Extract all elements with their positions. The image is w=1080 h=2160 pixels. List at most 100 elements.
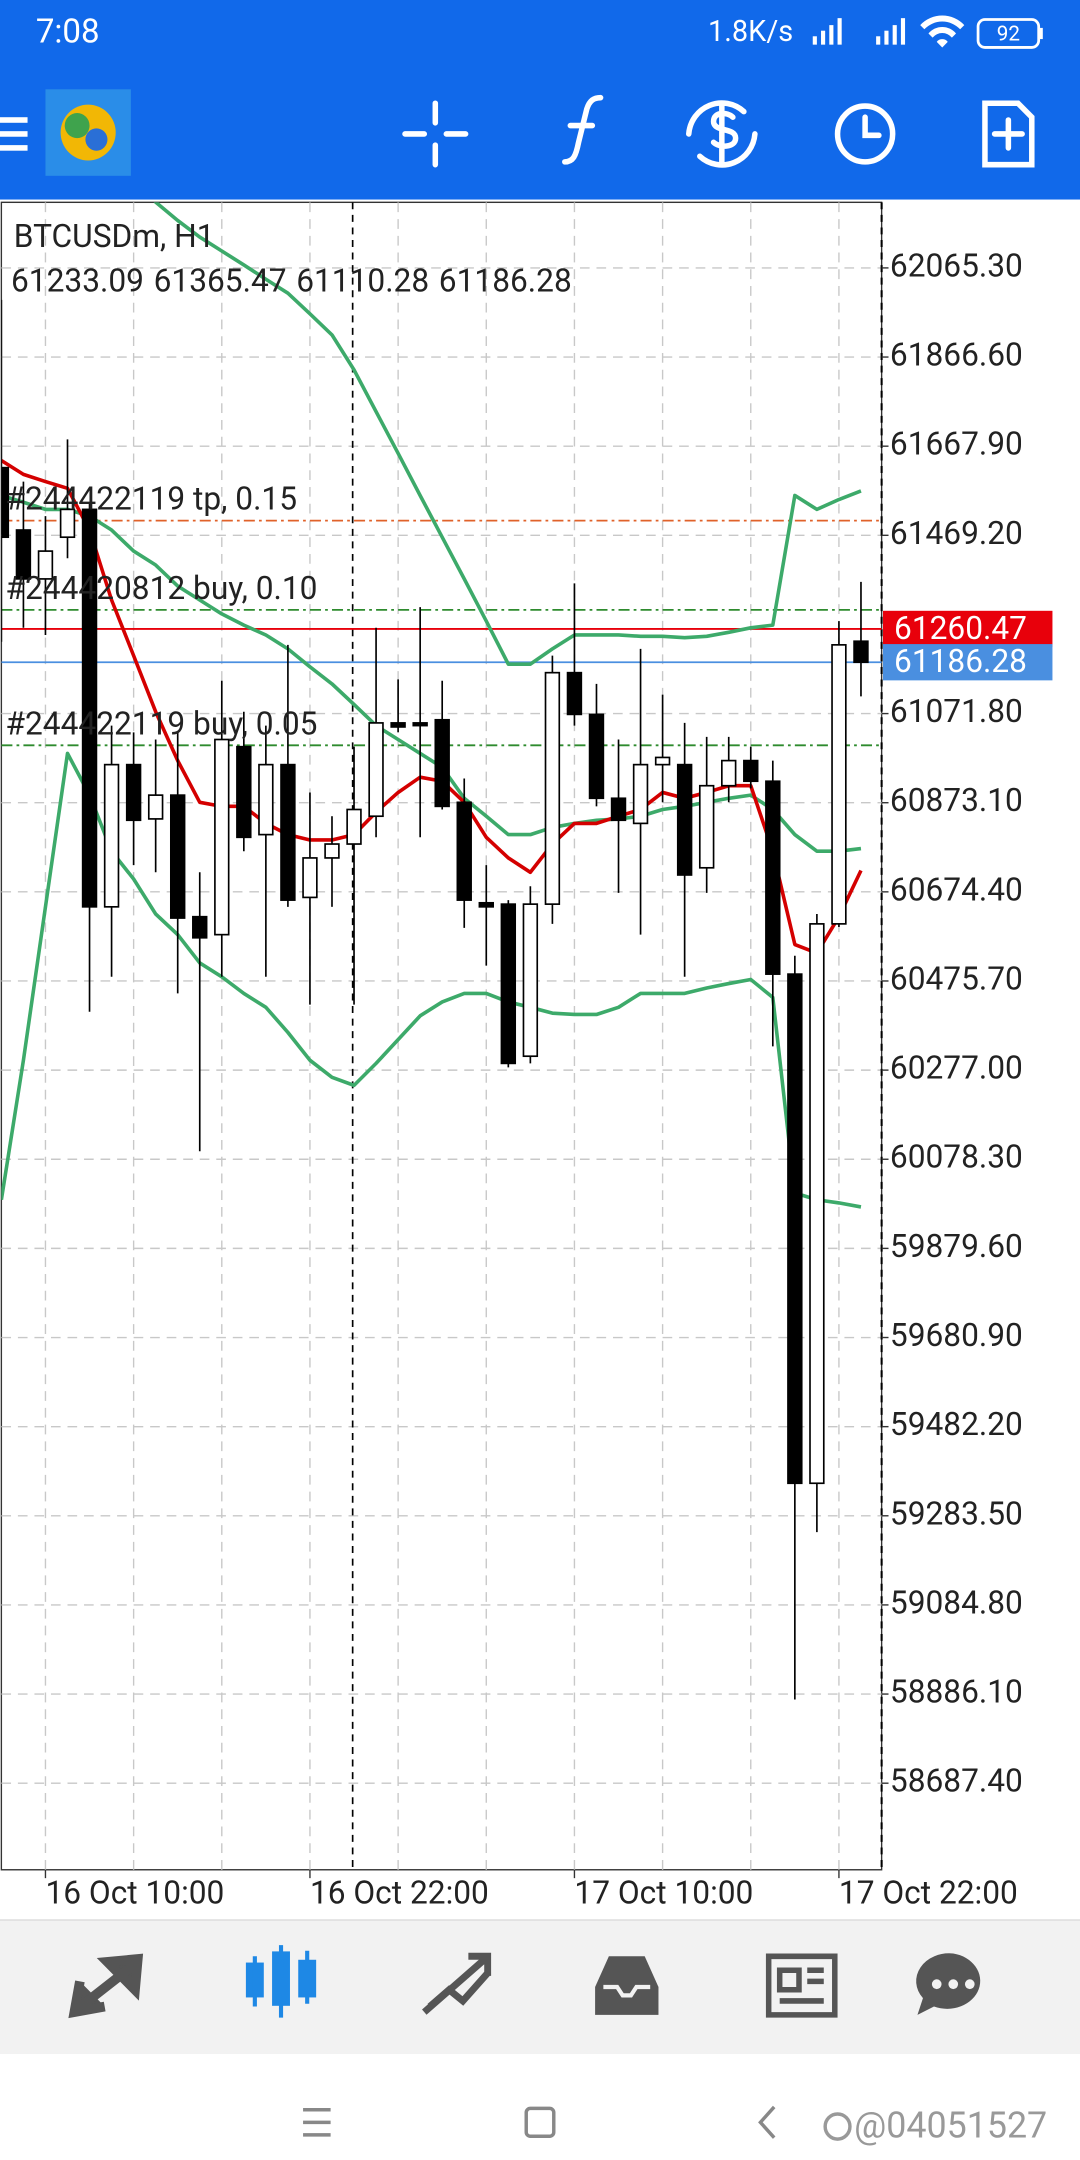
candle-body — [236, 745, 252, 839]
y-tick-label: 59482.20 — [890, 1405, 1023, 1443]
indicator-line — [153, 202, 862, 666]
signal-icons — [812, 15, 965, 48]
y-tick-label: 59879.60 — [890, 1227, 1023, 1265]
close-value: 61186.28 — [439, 262, 572, 300]
clock: 7:08 — [36, 12, 100, 51]
watermark: @04051527 — [854, 2104, 1047, 2146]
candle-body — [787, 973, 803, 1485]
candle-body — [698, 784, 715, 869]
clock-icon[interactable] — [834, 103, 896, 165]
candle-body — [500, 903, 517, 1065]
candle-body — [15, 529, 32, 580]
y-tick-label: 58886.10 — [890, 1672, 1023, 1710]
x-tick-label: 16 Oct 10:00 — [45, 1873, 224, 1911]
y-tick-label: 60277.00 — [890, 1048, 1023, 1086]
indicator-line — [1, 751, 862, 1209]
low-value: 61110.28 — [296, 262, 429, 300]
x-tick-label: 17 Oct 10:00 — [574, 1873, 753, 1911]
candle-body — [676, 763, 693, 876]
candle-body — [434, 718, 450, 808]
tab-bar — [0, 1920, 1080, 2054]
tab-chat[interactable] — [916, 1953, 981, 2015]
candle-body — [831, 644, 847, 925]
candle-body — [192, 915, 208, 939]
trade-icon[interactable] — [686, 100, 758, 168]
candle-body — [478, 901, 494, 908]
order-label: #244422119 tp, 0.15 — [6, 479, 298, 517]
candle-body — [610, 797, 627, 822]
candle-body — [765, 780, 781, 975]
price-label-bg — [883, 610, 1053, 648]
candle-body — [280, 763, 296, 901]
candle-body — [743, 759, 759, 783]
candle-body — [544, 671, 561, 905]
tab-chart[interactable] — [245, 1945, 317, 2018]
y-tick-label: 61071.80 — [890, 692, 1023, 730]
candle-body — [346, 808, 362, 845]
price-label: 61186.28 — [894, 642, 1027, 680]
candle-body — [214, 738, 230, 936]
candle-body — [721, 759, 737, 787]
app-bar — [0, 0, 1080, 200]
toolbar-icons[interactable] — [402, 94, 1035, 168]
candle-body — [632, 763, 649, 825]
indicator-line — [1, 493, 862, 854]
price-label-bg — [883, 644, 1053, 681]
y-tick-label: 61469.20 — [890, 514, 1023, 552]
battery-level: 92 — [997, 22, 1020, 46]
candle-body — [258, 763, 274, 836]
nav-back[interactable] — [758, 2105, 776, 2139]
high-value: 61365.47 — [154, 262, 287, 300]
tab-quotes[interactable] — [68, 1953, 144, 2019]
plot-area — [1, 202, 882, 1700]
candle-body — [368, 722, 384, 818]
y-tick-label: 60873.10 — [890, 781, 1023, 819]
tab-news[interactable] — [765, 1953, 838, 2018]
candle-body — [853, 640, 869, 664]
y-tick-label: 60078.30 — [890, 1138, 1023, 1176]
candle-body — [588, 713, 605, 800]
candle-body — [809, 923, 825, 1485]
candle-body — [81, 508, 98, 908]
y-tick-label: 60674.40 — [890, 870, 1023, 908]
candle-body — [147, 794, 164, 820]
net-speed: 1.8K/s — [708, 15, 793, 49]
tab-trade[interactable] — [422, 1952, 492, 2015]
candle-body — [302, 857, 318, 899]
app-logo[interactable] — [45, 89, 131, 176]
candle-body — [169, 794, 186, 919]
candle-body — [1, 466, 10, 539]
crosshair-icon[interactable] — [402, 100, 469, 168]
candle-body — [103, 763, 120, 908]
menu-button[interactable] — [0, 117, 28, 151]
indicator-icon[interactable] — [562, 94, 604, 165]
tab-history[interactable] — [595, 1956, 659, 2015]
candle-body — [59, 508, 76, 539]
candle-body — [412, 722, 428, 727]
y-tick-label: 61667.90 — [890, 424, 1023, 462]
watermark-logo — [823, 2112, 852, 2141]
open-value: 61233.09 — [11, 262, 144, 300]
y-tick-label: 61866.60 — [890, 335, 1023, 373]
nav-home[interactable] — [524, 2106, 556, 2139]
chart-title: BTCUSDm, H1 — [14, 217, 215, 255]
tab-icons — [68, 1945, 981, 2019]
chart-labels: 62065.30 61866.60 61667.90 61469.20 61071.80… — [6, 246, 1053, 1911]
candle-body — [125, 763, 142, 822]
nav-menu[interactable] — [303, 2108, 331, 2137]
x-tick-label: 16 Oct 22:00 — [310, 1873, 489, 1911]
y-tick-label: 60475.70 — [890, 959, 1023, 997]
y-tick-label: 62065.30 — [890, 246, 1023, 284]
new-order-icon[interactable] — [982, 100, 1035, 168]
x-tick-label: 17 Oct 22:00 — [839, 1873, 1018, 1911]
candle-body — [654, 756, 671, 766]
ohlc-readout: 61233.09 61365.47 61110.28 61186.28 — [11, 262, 572, 300]
y-tick-label: 58687.40 — [890, 1761, 1023, 1799]
order-label: #244422119 buy, 0.05 — [6, 704, 318, 742]
candle-body — [522, 903, 539, 1058]
y-tick-label: 59680.90 — [890, 1316, 1023, 1354]
order-label: #244420812 buy, 0.10 — [6, 569, 318, 607]
grid — [1, 202, 882, 1870]
